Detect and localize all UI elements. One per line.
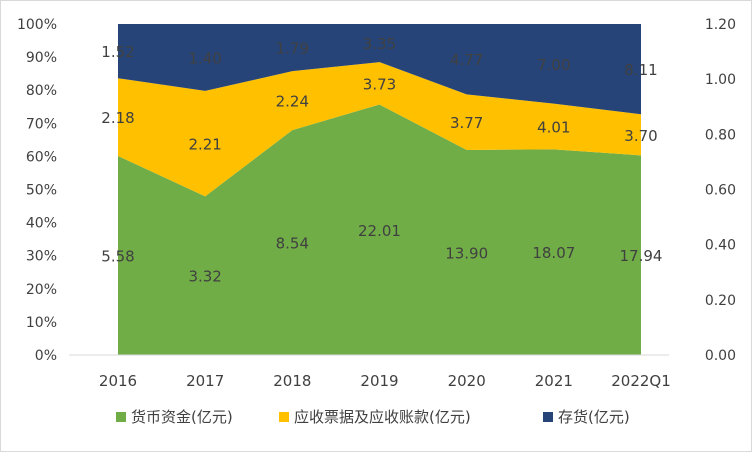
x-tick-label: 2018 <box>273 372 311 390</box>
area-series-2 <box>118 24 641 115</box>
legend-swatch-1 <box>279 412 289 422</box>
y-left-tick-label: 40% <box>26 216 57 232</box>
x-tick-label: 2021 <box>535 372 573 390</box>
data-label: 3.77 <box>450 114 483 132</box>
data-label: 1.40 <box>188 49 221 67</box>
y-right-tick-label: 0.40 <box>705 238 736 254</box>
legend-swatch-2 <box>543 412 553 422</box>
legend-label-0: 货币资金(亿元) <box>131 408 233 426</box>
x-tick-label: 2020 <box>448 372 486 390</box>
x-tick-label: 2017 <box>186 372 224 390</box>
data-label: 3.70 <box>624 127 657 145</box>
y-left-tick-label: 70% <box>26 116 57 132</box>
y-left-tick-label: 10% <box>26 315 57 331</box>
data-label: 2.24 <box>276 93 309 111</box>
legend-swatch-0 <box>116 412 126 422</box>
y-right-tick-label: 1.20 <box>705 17 736 33</box>
y-right-tick-label: 0.20 <box>705 293 736 309</box>
y-left-tick-label: 90% <box>26 50 57 66</box>
legend-label-1: 应收票据及应收账款(亿元) <box>294 408 471 426</box>
data-label: 8.11 <box>624 61 657 79</box>
y-left-tick-label: 80% <box>26 83 57 99</box>
data-label: 13.90 <box>445 244 488 262</box>
legend-label-2: 存货(亿元) <box>558 408 630 426</box>
data-label: 2.18 <box>101 109 134 127</box>
x-tick-label: 2016 <box>99 372 137 390</box>
y-left-tick-label: 0% <box>35 348 57 364</box>
data-label: 4.01 <box>537 118 570 136</box>
data-label: 1.79 <box>276 40 309 58</box>
data-label: 22.01 <box>358 222 401 240</box>
data-label: 1.52 <box>101 43 134 61</box>
y-left-tick-label: 60% <box>26 149 57 165</box>
data-label: 8.54 <box>276 235 309 253</box>
data-label: 3.32 <box>188 268 221 286</box>
x-tick-label: 2019 <box>360 372 398 390</box>
data-label: 4.77 <box>450 51 483 69</box>
area-series-0 <box>118 104 641 355</box>
data-label: 17.94 <box>620 247 663 265</box>
y-right-tick-label: 0.80 <box>705 127 736 143</box>
x-tick-label: 2022Q1 <box>611 372 671 390</box>
y-left-tick-label: 30% <box>26 249 57 265</box>
y-left-tick-label: 100% <box>17 17 57 33</box>
data-label: 7.00 <box>537 56 570 74</box>
y-left-tick-label: 50% <box>26 183 57 199</box>
y-right-tick-label: 0.60 <box>705 183 736 199</box>
data-label: 2.21 <box>188 136 221 154</box>
data-label: 3.35 <box>363 35 396 53</box>
y-left-tick-label: 20% <box>26 282 57 298</box>
data-label: 3.73 <box>363 75 396 93</box>
area-series-1 <box>118 62 641 197</box>
y-right-tick-label: 1.00 <box>705 72 736 88</box>
data-label: 5.58 <box>101 247 134 265</box>
y-right-tick-label: 0.00 <box>705 348 736 364</box>
data-label: 18.07 <box>532 244 575 262</box>
